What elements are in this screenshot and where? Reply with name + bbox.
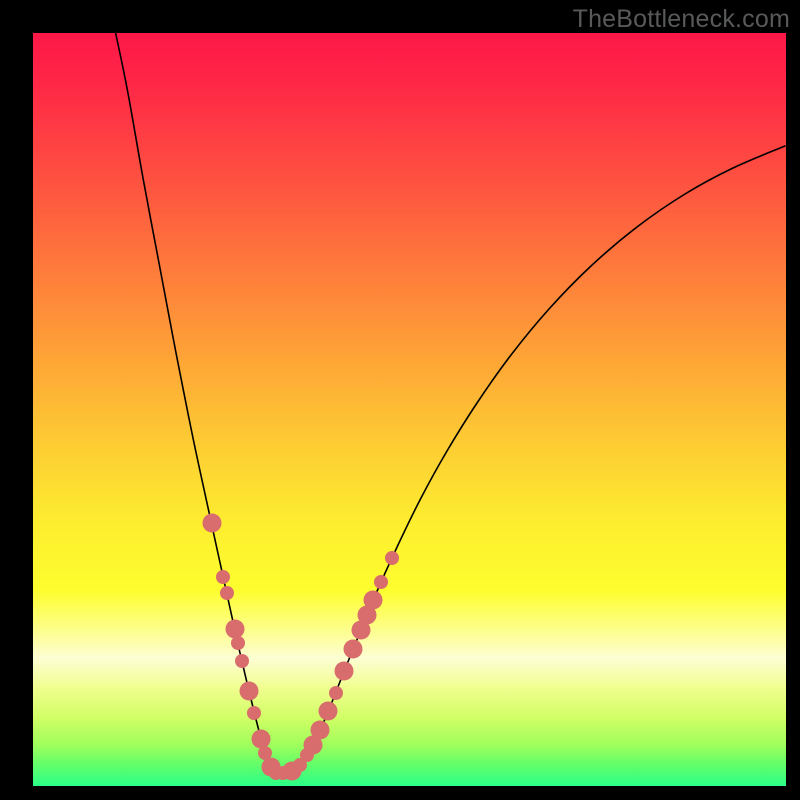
data-marker: [240, 682, 259, 701]
data-marker: [311, 721, 330, 740]
watermark-text: TheBottleneck.com: [573, 5, 790, 34]
data-marker: [374, 575, 388, 589]
chart-frame: TheBottleneck.com: [0, 0, 800, 800]
data-marker: [235, 654, 249, 668]
plot-area: [33, 33, 786, 786]
data-marker: [247, 706, 261, 720]
data-marker: [329, 686, 343, 700]
data-marker: [216, 570, 230, 584]
data-marker: [231, 636, 245, 650]
data-markers-layer: [33, 33, 786, 786]
data-marker: [335, 662, 354, 681]
data-marker: [344, 640, 363, 659]
data-marker: [319, 702, 338, 721]
data-marker: [364, 591, 383, 610]
data-marker: [203, 514, 222, 533]
data-marker: [220, 586, 234, 600]
data-marker: [385, 551, 399, 565]
